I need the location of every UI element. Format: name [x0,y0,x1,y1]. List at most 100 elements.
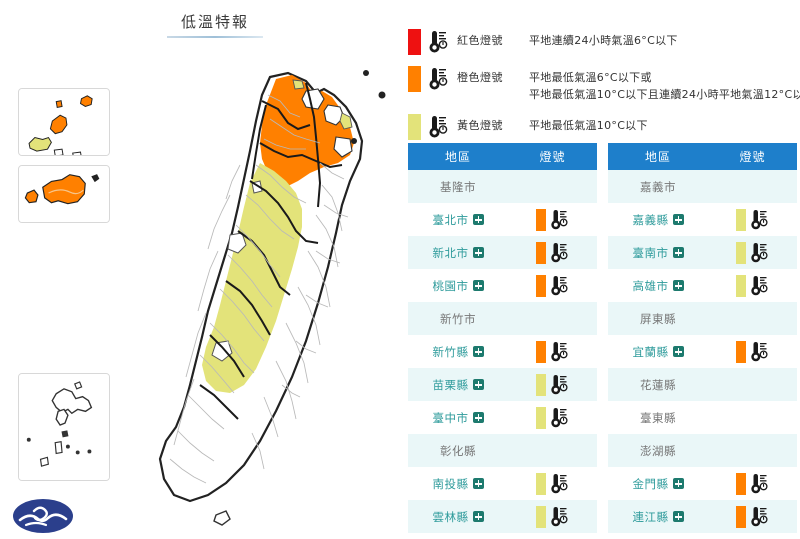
region-cell: 新北市 [408,245,508,261]
table-header-left: 地區 燈號 [408,143,597,170]
table-row[interactable]: 臺中市 [408,401,597,434]
legend-swatch-orange [408,66,421,92]
thermometer-icon [550,407,570,429]
thermometer-icon [550,506,570,528]
plus-icon[interactable] [472,280,484,291]
plus-icon[interactable] [472,346,484,357]
table-row[interactable]: 新北市 [408,236,597,269]
taiwan-main-map[interactable] [110,55,400,539]
table-row: 嘉義市 [608,170,797,203]
region-name[interactable]: 苗栗縣 [432,377,469,392]
legend-label-red: 紅色燈號 [457,34,503,47]
region-name: 臺東縣 [640,410,676,425]
legend-label-yellow: 黃色燈號 [457,119,503,132]
plus-icon[interactable] [672,511,684,522]
plus-icon[interactable] [472,412,484,423]
signal-color-swatch [735,472,746,495]
region-name[interactable]: 雲林縣 [432,509,469,524]
table-row[interactable]: 金門縣 [608,467,797,500]
region-name[interactable]: 連江縣 [632,509,669,524]
plus-icon[interactable] [472,379,484,390]
region-cell: 雲林縣 [408,509,508,525]
signal-cell [508,373,597,396]
table-row[interactable]: 高雄市 [608,269,797,302]
table-row: 澎湖縣 [608,434,797,467]
region-name[interactable]: 南投縣 [432,476,469,491]
table-row[interactable]: 桃園市 [408,269,597,302]
page-title-block: 低溫特報 [130,12,300,38]
region-cell: 南投縣 [408,476,508,492]
thermometer-icon [750,242,770,264]
column-header-region: 地區 [644,150,671,164]
table-row[interactable]: 南投縣 [408,467,597,500]
thermometer-icon [428,30,450,54]
table-row[interactable]: 苗栗縣 [408,368,597,401]
region-name[interactable]: 新北市 [432,245,469,260]
region-table-left: 地區 燈號 基隆市臺北市 新北市 桃園市 新竹市新竹縣 苗栗縣 臺中市 [408,143,597,533]
region-cell: 屏東縣 [608,311,708,327]
region-name[interactable]: 宜蘭縣 [632,344,669,359]
signal-cell [508,176,597,198]
table-row[interactable]: 宜蘭縣 [608,335,797,368]
plus-icon[interactable] [672,346,684,357]
plus-icon[interactable] [472,511,484,522]
matsu-inset[interactable] [18,88,110,156]
table-row: 新竹市 [408,302,597,335]
region-name: 花蓮縣 [640,377,676,392]
thermometer-icon [550,473,570,495]
signal-cell [708,505,797,528]
legend-item-orange: 橙色燈號 平地最低氣溫6°C以下或 平地最低氣溫10°C以下且連續24小時平地氣… [408,65,800,103]
table-row[interactable]: 新竹縣 [408,335,597,368]
region-name[interactable]: 臺北市 [432,212,469,227]
signal-cell [508,406,597,429]
table-body-left: 基隆市 臺北市 新北市 桃園市 新竹市 新竹縣 苗栗縣 臺中市 彰化縣 南投縣 [408,170,597,533]
plus-icon[interactable] [672,280,684,291]
table-row: 臺東縣 [608,401,797,434]
table-row: 花蓮縣 [608,368,797,401]
plus-icon[interactable] [472,478,484,489]
thermometer-icon [550,209,570,231]
region-cell: 臺南市 [608,245,708,261]
region-cell: 高雄市 [608,278,708,294]
plus-icon[interactable] [472,247,484,258]
region-name: 新竹市 [440,311,476,326]
table-row[interactable]: 雲林縣 [408,500,597,533]
plus-icon[interactable] [672,247,684,258]
region-cell: 金門縣 [608,476,708,492]
table-row[interactable]: 臺南市 [608,236,797,269]
region-name[interactable]: 臺南市 [632,245,669,260]
legend-label-orange: 橙色燈號 [457,71,503,84]
kinmen-inset[interactable] [18,165,110,223]
region-cell: 新竹市 [408,311,508,327]
plus-icon[interactable] [672,214,684,225]
region-name[interactable]: 桃園市 [432,278,469,293]
legend-desc-line: 平地最低氣溫6°C以下或 [529,71,652,84]
table-row[interactable]: 臺北市 [408,203,597,236]
signal-cell [708,176,797,198]
region-cell: 花蓮縣 [608,377,708,393]
region-name[interactable]: 高雄市 [632,278,669,293]
signal-cell [508,340,597,363]
table-row: 基隆市 [408,170,597,203]
region-name[interactable]: 臺中市 [432,410,469,425]
table-body-right: 嘉義市嘉義縣 臺南市 高雄市 屏東縣宜蘭縣 花蓮縣臺東縣澎湖縣金門縣 連江縣 [608,170,797,533]
signal-cell [708,407,797,429]
signal-color-swatch [535,208,546,231]
region-cell: 連江縣 [608,509,708,525]
region-cell: 宜蘭縣 [608,344,708,360]
table-row[interactable]: 連江縣 [608,500,797,533]
region-name[interactable]: 嘉義縣 [632,212,669,227]
signal-cell [508,505,597,528]
plus-icon[interactable] [672,478,684,489]
plus-icon[interactable] [472,214,484,225]
signal-color-swatch [535,373,546,396]
signal-cell [708,308,797,330]
thermometer-icon [550,341,570,363]
penghu-inset[interactable] [18,373,110,481]
region-name[interactable]: 金門縣 [632,476,669,491]
signal-cell [508,308,597,330]
column-header-signal: 燈號 [539,150,566,164]
table-row[interactable]: 嘉義縣 [608,203,797,236]
region-name[interactable]: 新竹縣 [432,344,469,359]
